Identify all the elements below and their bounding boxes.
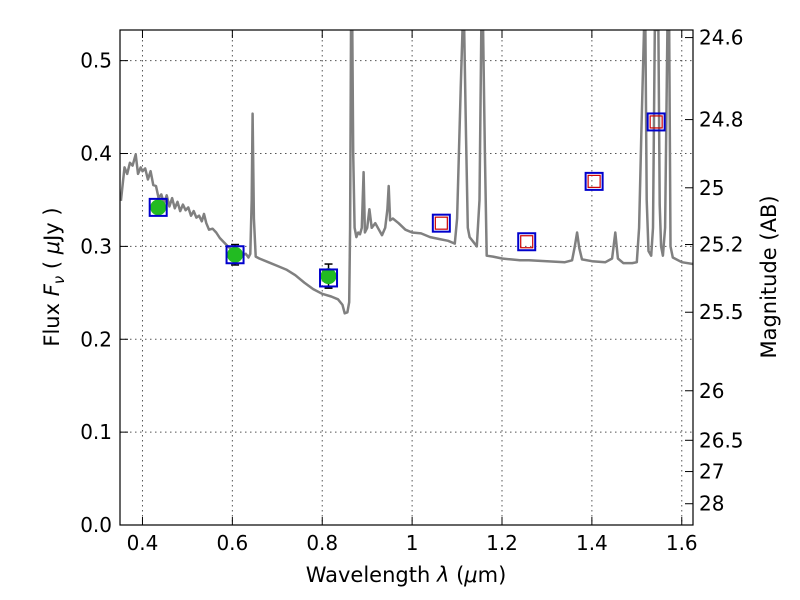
y2-tick-label: 26: [699, 379, 724, 403]
y-tick-label: 0.5: [80, 49, 112, 73]
y-axis-label: Flux Fν ( μJy ): [40, 207, 68, 346]
predicted-point: [434, 216, 448, 230]
model-photometry-point: [584, 171, 604, 191]
y2-tick-label: 26.5: [699, 428, 744, 452]
y2-tick-label: 25.5: [699, 300, 744, 324]
model-sed-line: [120, 30, 693, 315]
model-photometry-point: [517, 232, 537, 252]
model-photometry-point: [225, 245, 245, 265]
y-tick-label: 0.2: [80, 327, 112, 351]
y2-tick-label: 28: [699, 492, 724, 516]
model-photometry-point: [148, 197, 168, 217]
predicted-point: [587, 174, 601, 188]
grid: [120, 30, 693, 526]
observed-point: [320, 268, 337, 285]
y2-axis-label: Magnitude (AB): [757, 195, 781, 358]
x-tick-label: 1: [406, 531, 419, 555]
model-photometry-point: [319, 268, 339, 288]
plot-frame: [119, 29, 694, 526]
axes: 0.4 0.6 0.8 1 1.2 1.4 1.6 0.0 0.1 0.2 0.3 0.4 0.5 24.…: [80, 26, 743, 555]
y2-tick-label: 25: [699, 176, 724, 200]
predicted-point: [520, 235, 534, 249]
predicted-point: [649, 115, 663, 129]
x-tick-label: 0.4: [127, 531, 159, 555]
x-tick-label: 1.2: [486, 531, 518, 555]
y-tick-label: 0.3: [80, 234, 112, 258]
y2-tick-label: 25.2: [699, 233, 744, 257]
x-tick-label: 1.4: [576, 531, 608, 555]
y-tick-label: 0.4: [80, 142, 112, 166]
plot-area: [120, 30, 693, 315]
y2-tick-label: 24.8: [699, 108, 744, 132]
x-tick-label: 0.6: [216, 531, 248, 555]
x-axis-label: Wavelength λ (μm): [306, 563, 507, 587]
y2-tick-label: 27: [699, 460, 724, 484]
y2-tick-label: 24.6: [699, 26, 744, 50]
model-photometry-point: [646, 112, 666, 132]
observed-point: [227, 246, 244, 263]
y-tick-label: 0.0: [80, 513, 112, 537]
model-photometry-point: [431, 213, 451, 233]
y-tick-label: 0.1: [80, 420, 112, 444]
observed-point: [150, 199, 167, 216]
x-tick-label: 1.6: [666, 531, 698, 555]
x-tick-label: 0.8: [306, 531, 338, 555]
